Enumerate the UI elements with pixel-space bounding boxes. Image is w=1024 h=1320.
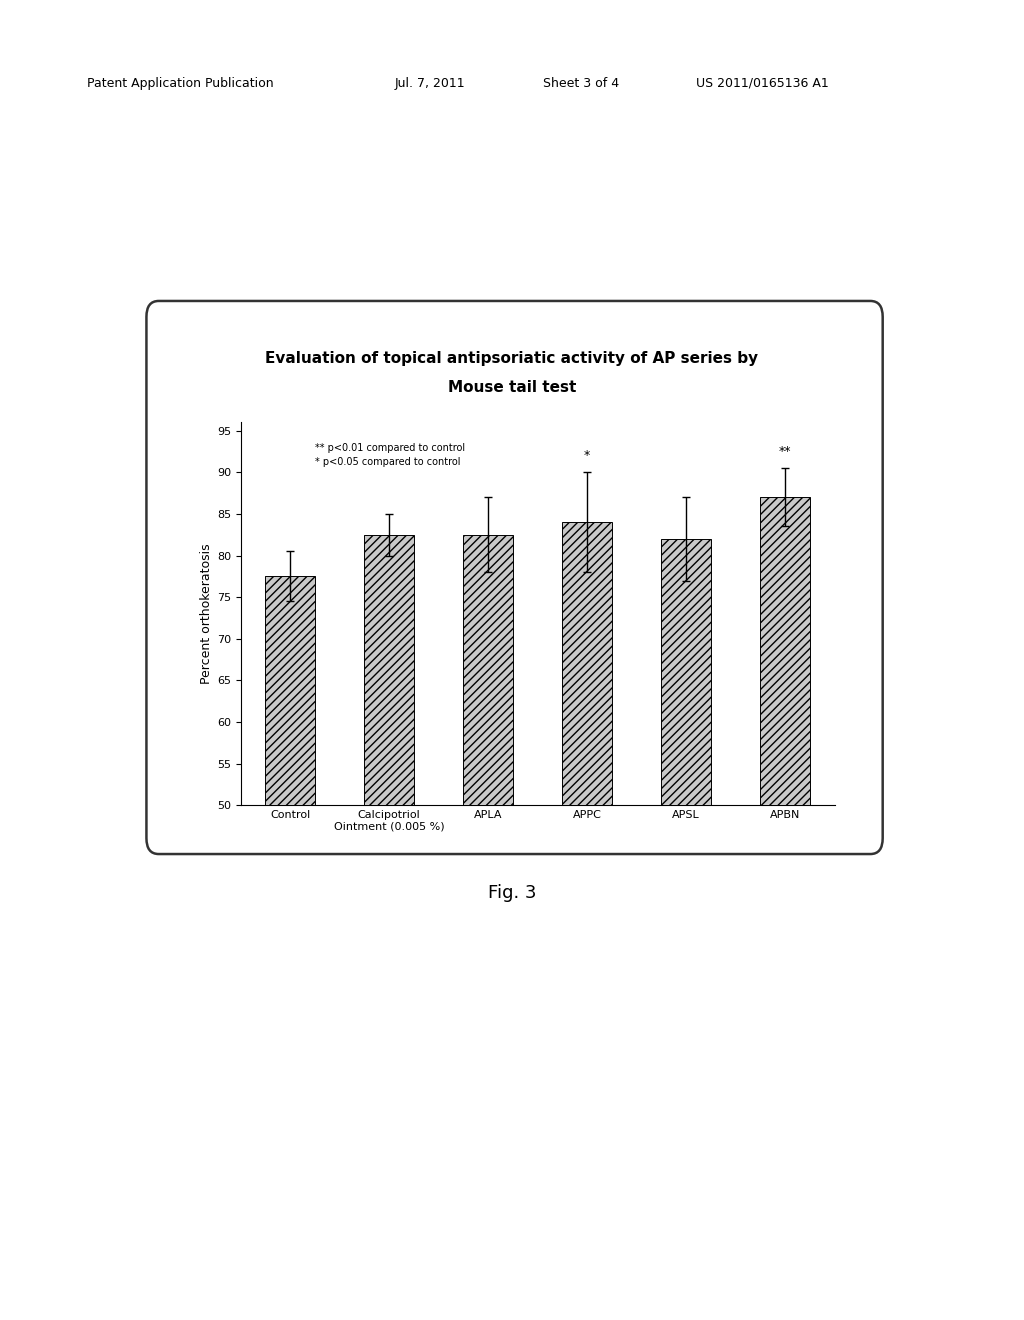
Bar [365,535,414,1221]
Text: * p<0.05 compared to control: * p<0.05 compared to control [315,457,461,467]
Text: *: * [584,449,590,462]
Bar [265,577,315,1221]
Text: **: ** [779,445,792,458]
Text: ** p<0.01 compared to control: ** p<0.01 compared to control [315,444,465,453]
Y-axis label: Percent orthokeratosis: Percent orthokeratosis [200,544,213,684]
Text: Fig. 3: Fig. 3 [487,884,537,903]
Bar [562,523,611,1221]
Text: Patent Application Publication: Patent Application Publication [87,77,273,90]
Text: Jul. 7, 2011: Jul. 7, 2011 [394,77,465,90]
Bar [760,498,810,1221]
Text: Mouse tail test: Mouse tail test [447,380,577,395]
Text: US 2011/0165136 A1: US 2011/0165136 A1 [696,77,829,90]
Text: Evaluation of topical antipsoriatic activity of AP series by: Evaluation of topical antipsoriatic acti… [265,351,759,366]
Text: Sheet 3 of 4: Sheet 3 of 4 [543,77,618,90]
Bar [463,535,513,1221]
Bar [662,539,711,1221]
